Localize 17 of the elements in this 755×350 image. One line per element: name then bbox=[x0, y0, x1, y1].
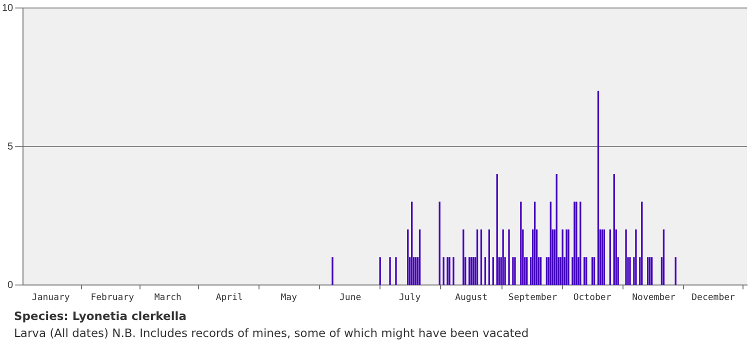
x-tick-label: April bbox=[216, 292, 243, 303]
x-tick-label: June bbox=[340, 292, 362, 303]
text: Species: Lyonetia clerkella bbox=[14, 308, 188, 325]
x-tick-label: February bbox=[90, 292, 135, 303]
x-tick-label: December bbox=[692, 292, 736, 303]
text: Larva (All dates) N.B. Includes records of mines, some of which might have been vacated bbox=[14, 325, 529, 342]
y-tick-label: 10 bbox=[2, 2, 14, 14]
x-tick-label: March bbox=[154, 292, 182, 303]
x-tick-label: September bbox=[508, 292, 558, 303]
x-tick-label: May bbox=[280, 292, 298, 303]
x-tick-label: January bbox=[32, 292, 70, 303]
x-tick-label: August bbox=[455, 292, 488, 303]
y-tick-label: 0 bbox=[8, 280, 14, 291]
y-tick-label: 5 bbox=[8, 141, 14, 152]
x-tick-label: July bbox=[399, 292, 422, 303]
x-tick-label: October bbox=[573, 292, 612, 303]
x-tick-label: November bbox=[632, 292, 676, 303]
